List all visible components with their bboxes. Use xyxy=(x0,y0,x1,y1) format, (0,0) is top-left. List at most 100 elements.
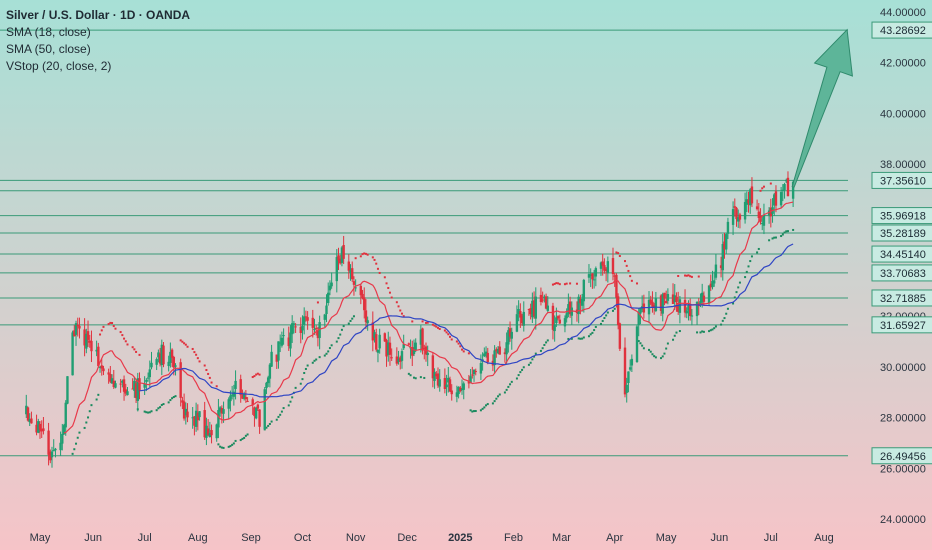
time-tick-label: Mar xyxy=(552,532,571,544)
vstop-dot xyxy=(611,309,614,312)
candle-body xyxy=(150,362,153,368)
candle-body xyxy=(630,358,634,366)
candle-body xyxy=(749,189,752,206)
candle-body xyxy=(779,192,783,206)
vstop-dot xyxy=(503,391,506,394)
candle-body xyxy=(278,342,282,344)
indicator-sma-50[interactable]: SMA (50, close) xyxy=(6,42,91,56)
vstop-dot xyxy=(301,378,304,381)
vstop-dot xyxy=(75,442,78,445)
candle-body xyxy=(623,347,627,395)
level-price-label: 35.96918 xyxy=(880,211,926,223)
time-tick-label: May xyxy=(30,532,51,544)
vstop-dot xyxy=(594,325,597,328)
candle-body xyxy=(457,386,460,395)
vstop-dot xyxy=(493,400,496,403)
sma-18-line xyxy=(63,201,794,434)
candle-body xyxy=(266,377,270,384)
vstop-dot xyxy=(159,406,162,409)
candle-body xyxy=(426,352,429,356)
vstop-dot xyxy=(543,343,546,346)
vstop-dot xyxy=(220,446,223,449)
vstop-dot xyxy=(601,319,604,322)
vstop-dot xyxy=(315,358,318,361)
level-price-label: 31.65927 xyxy=(880,320,926,332)
candle-body xyxy=(263,389,266,430)
candle-body xyxy=(218,407,222,412)
candle-body xyxy=(134,383,138,399)
candle-body xyxy=(783,184,786,191)
symbol-title[interactable]: Silver / U.S. Dollar · 1D · OANDA xyxy=(6,8,191,22)
vstop-dot xyxy=(623,260,626,263)
vstop-dot xyxy=(447,333,450,336)
candle-body xyxy=(402,344,405,349)
candle-body xyxy=(786,177,790,197)
vstop-dot xyxy=(558,283,561,286)
sma-50-line xyxy=(139,243,794,398)
candle-body xyxy=(460,389,464,391)
time-tick-label: Jul xyxy=(138,532,152,544)
candle-body xyxy=(411,347,414,356)
candle-body xyxy=(390,357,393,359)
candle-body xyxy=(363,297,366,311)
candle-body xyxy=(407,343,411,345)
vstop-dot xyxy=(677,275,680,278)
candle-body xyxy=(186,411,189,418)
candle-body xyxy=(661,294,664,314)
candle-body xyxy=(251,399,254,406)
vstop-dot xyxy=(385,282,388,285)
candle-body xyxy=(316,330,320,339)
vstop-dot xyxy=(521,368,524,371)
price-axis[interactable]: 44.0000042.0000040.0000038.0000032.00000… xyxy=(871,7,932,526)
candle-body xyxy=(747,199,750,204)
vstop-dot xyxy=(587,335,590,338)
vstop-dot xyxy=(203,364,206,367)
vstop-dot xyxy=(756,251,759,254)
candle-body xyxy=(196,412,200,421)
vstop-dot xyxy=(575,282,578,285)
candle-body xyxy=(529,308,532,315)
time-tick-label: Jun xyxy=(84,532,102,544)
candle-body xyxy=(328,285,332,291)
level-price-box xyxy=(871,264,932,282)
vstop-dot xyxy=(359,255,362,258)
candle-body xyxy=(37,421,40,433)
vstop-dot xyxy=(304,367,307,370)
vstop-dot xyxy=(733,296,736,299)
vstop-dot xyxy=(738,281,741,284)
vstop-dot xyxy=(318,356,321,359)
time-axis[interactable]: May Jun Jul Aug Sep Oct Nov Dec 2025 Feb Mar Apr May… xyxy=(30,532,834,544)
candle-body xyxy=(256,404,260,409)
candle-body xyxy=(265,382,268,389)
candle-body xyxy=(399,357,402,362)
candle-body xyxy=(90,340,93,352)
vstop-dot xyxy=(459,345,462,348)
vstop-dot xyxy=(363,252,366,255)
candle-body xyxy=(587,274,591,278)
level-price-box xyxy=(871,289,932,307)
indicator-sma-18[interactable]: SMA (18, close) xyxy=(6,25,91,39)
candle-body xyxy=(750,186,754,204)
vstop-dot xyxy=(419,376,422,379)
vstop-dot xyxy=(709,329,712,332)
indicator-vstop[interactable]: VStop (20, close, 2) xyxy=(6,59,112,73)
candle-body xyxy=(143,383,146,388)
price-tick-label: 38.00000 xyxy=(880,159,926,171)
candle-body xyxy=(567,304,570,315)
candle-body xyxy=(558,319,562,324)
vstop-dot xyxy=(581,337,584,340)
candle-body xyxy=(83,329,86,346)
candle-body xyxy=(371,322,375,341)
candle-body xyxy=(100,365,103,369)
candle-body xyxy=(613,275,616,277)
vstop-dot xyxy=(121,334,124,337)
candle-body xyxy=(167,361,170,367)
candle-body xyxy=(385,340,388,357)
candle-body xyxy=(400,351,404,361)
candle-body xyxy=(73,330,76,337)
candle-body xyxy=(757,211,761,218)
candle-body xyxy=(639,307,642,314)
candle-body xyxy=(443,378,447,389)
candle-body xyxy=(435,373,438,377)
